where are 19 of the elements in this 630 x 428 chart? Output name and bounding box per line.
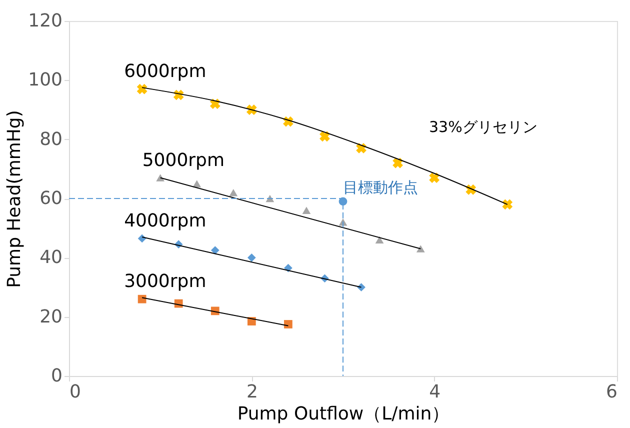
y-tick-label: 20 — [40, 306, 62, 328]
annotation: 目標動作点 — [343, 178, 418, 196]
y-tick-label: 40 — [40, 247, 62, 268]
y-tick-label: 80 — [40, 128, 62, 150]
x-tick-label: 4 — [429, 382, 441, 402]
series-label: 4000rpm — [124, 210, 206, 232]
y-tick-label: 0 — [51, 366, 62, 386]
annotation: 33%グリセリン — [429, 118, 538, 136]
series-label: 6000rpm — [124, 61, 206, 82]
x-tick-label: 0 — [70, 382, 81, 402]
series-label: 5000rpm — [142, 150, 225, 171]
y-tick-label: 120 — [28, 10, 62, 32]
y-tick-label: 60 — [40, 188, 62, 209]
x-tick-label: 2 — [246, 382, 258, 402]
x-tick-label: 6 — [606, 382, 618, 402]
y-axis-title: Pump Head(mmHg) — [4, 110, 26, 288]
series-label: 3000rpm — [124, 271, 206, 292]
x-axis-title: Pump Outflow（L/min） — [237, 404, 450, 424]
y-tick-label: 100 — [28, 70, 62, 91]
